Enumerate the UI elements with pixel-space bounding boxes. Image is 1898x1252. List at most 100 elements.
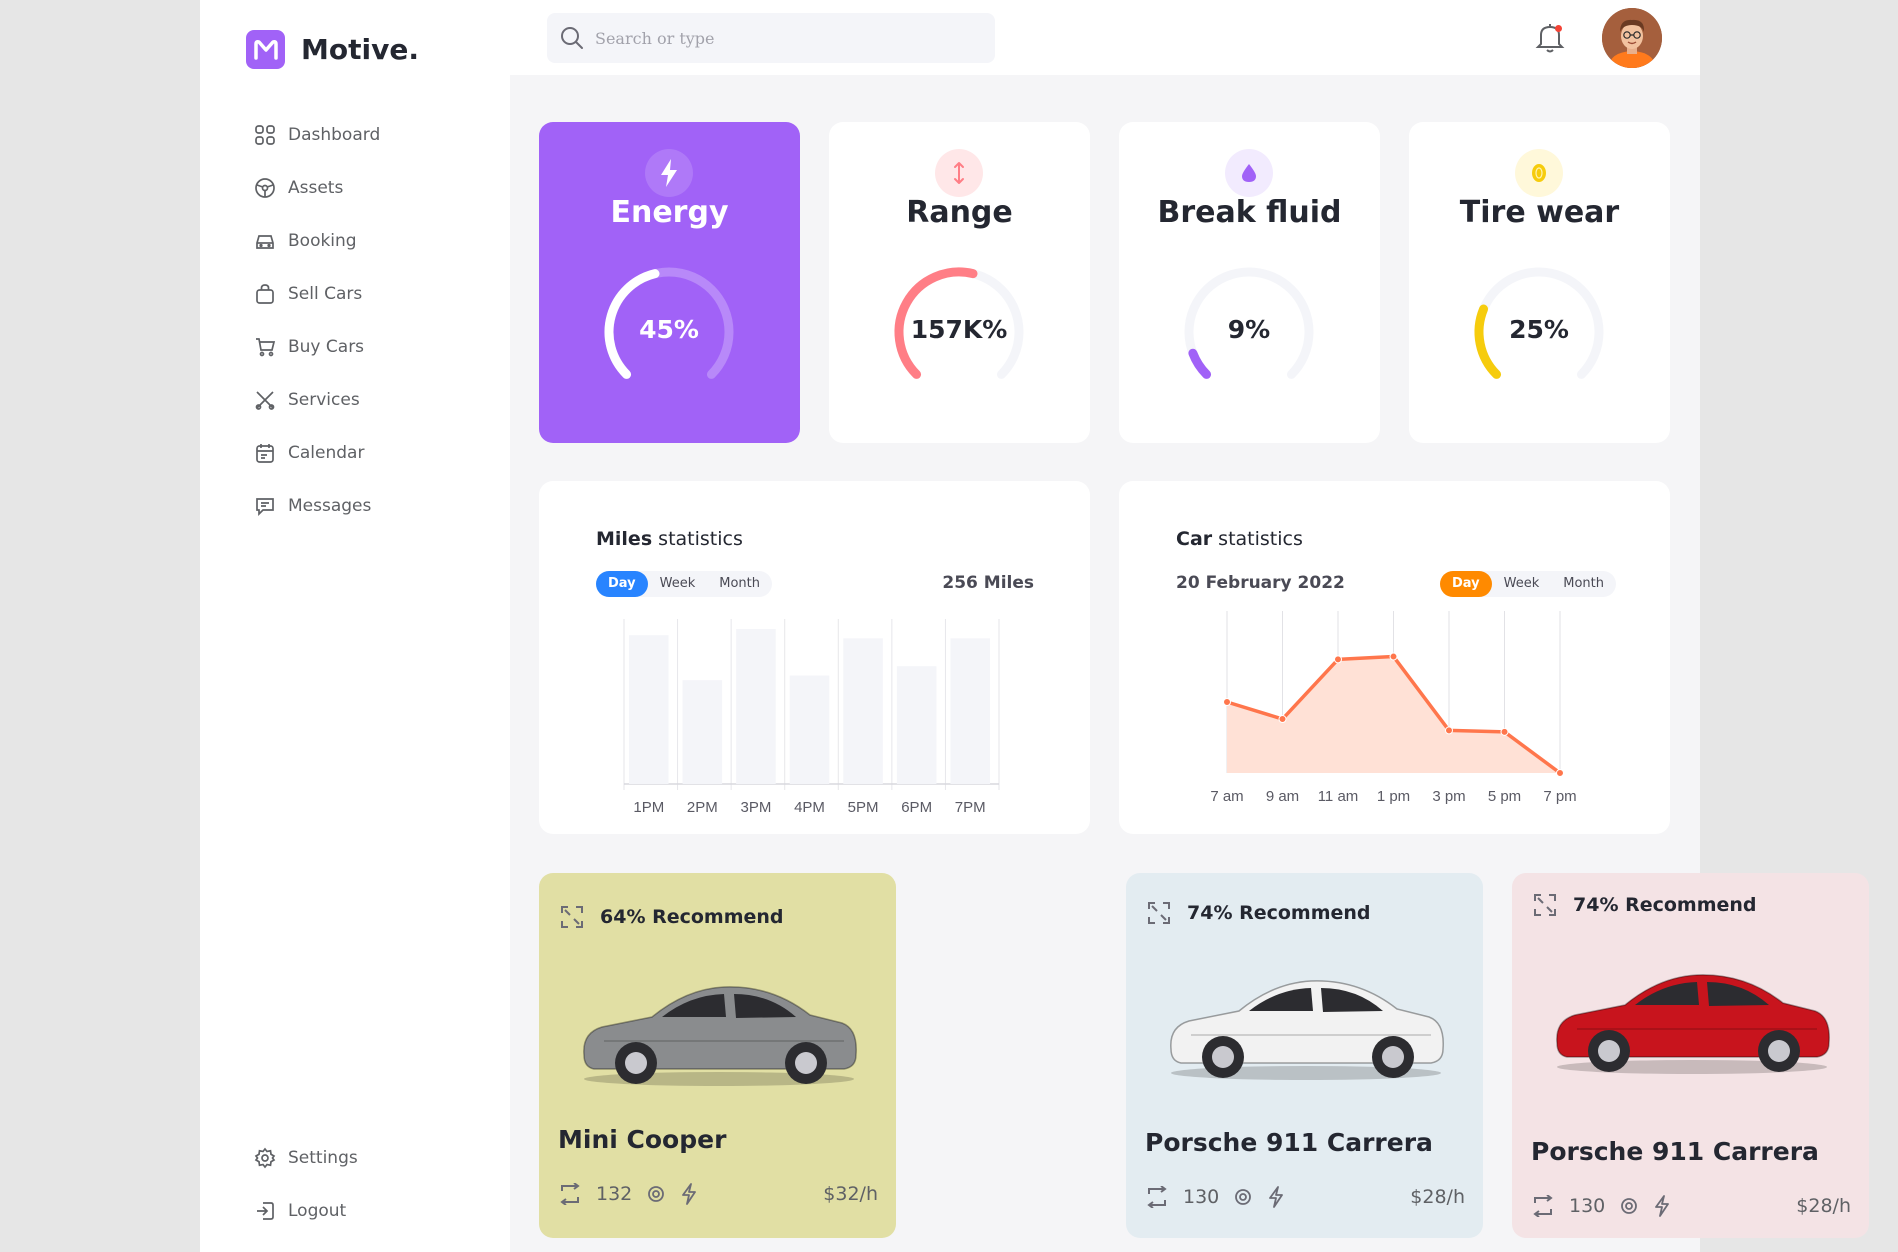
sidebar-item-label: Messages	[288, 495, 372, 516]
swap-icon	[560, 1183, 580, 1205]
stat-card-break-fluid[interactable]: Break fluid 9%	[1119, 122, 1380, 443]
gauge-fill	[894, 267, 978, 379]
stat-card-energy[interactable]: Energy 45%	[539, 122, 800, 443]
car-rim	[1212, 1046, 1234, 1068]
sidebar-item-calendar[interactable]: Calendar	[254, 426, 380, 479]
cart-icon	[256, 337, 276, 356]
car-rim	[1768, 1040, 1790, 1062]
sidebar-item-messages[interactable]: Messages	[254, 479, 380, 532]
drop-icon	[1225, 149, 1273, 197]
tab-day[interactable]: Day	[596, 571, 648, 597]
lightning-icon	[1269, 1186, 1284, 1208]
gear-icon	[254, 1147, 276, 1168]
sidebar-item-sell-cars[interactable]: Sell Cars	[254, 267, 380, 320]
panel-title-bold: Car	[1176, 528, 1213, 550]
data-point	[1278, 715, 1287, 724]
sidebar-item-label: Settings	[288, 1147, 358, 1168]
gauge-fill	[1188, 348, 1212, 379]
sidebar-item-logout[interactable]: Logout	[254, 1184, 358, 1237]
avatar[interactable]	[1602, 8, 1662, 68]
bag-icon	[256, 283, 274, 304]
gauge-value: 25%	[1509, 315, 1569, 344]
logout-icon	[257, 1201, 274, 1220]
gear-icon	[648, 1186, 665, 1202]
car-statistics-panel: Car statistics 20 February 2022 Day Week…	[1119, 481, 1670, 834]
data-point	[1223, 698, 1231, 706]
bell-icon	[1535, 24, 1565, 53]
range-gauge: 157K%	[889, 262, 1029, 402]
search-icon	[561, 27, 583, 49]
coin-icon	[1515, 149, 1563, 197]
x-tick-label: 3PM	[741, 799, 772, 816]
x-tick-label: 6PM	[901, 799, 932, 816]
tab-month[interactable]: Month	[1563, 576, 1605, 591]
car-icon	[256, 234, 274, 249]
car-card-porsche-911-carrera[interactable]: 74% Recommend Porsche 911 Carrera 130 $2…	[1126, 873, 1483, 1238]
gauge-track	[1184, 267, 1314, 379]
stat-title: Range	[906, 195, 1013, 230]
data-point	[1556, 769, 1564, 777]
sidebar-item-settings[interactable]: Settings	[254, 1131, 358, 1184]
x-tick-label: 7 pm	[1543, 788, 1576, 805]
sidebar-item-services[interactable]: Services	[254, 373, 380, 426]
miles-total: 256 Miles	[942, 573, 1034, 593]
car-area-chart: 7 am 9 am 11 am 1 pm 3 pm 5 pm 7 pm	[1210, 611, 1577, 805]
brand-name: Motive.	[301, 33, 419, 66]
tab-month[interactable]: Month	[719, 576, 761, 591]
car-body	[1170, 980, 1444, 1064]
sidebar-item-label: Buy Cars	[288, 336, 365, 357]
stat-card-range[interactable]: Range 157K%	[829, 122, 1090, 443]
grid-icon	[255, 124, 275, 145]
sidebar-bottom-nav: Settings Logout	[254, 1131, 358, 1237]
x-tick-label: 1 pm	[1377, 788, 1410, 805]
notifications-button[interactable]	[1535, 20, 1565, 54]
sidebar: Motive. Dashboard Assets Booking Sell Ca…	[200, 0, 510, 1252]
sidebar-item-label: Booking	[288, 230, 357, 251]
gear-icon	[1235, 1189, 1252, 1205]
bar	[736, 629, 776, 784]
data-point	[1334, 655, 1342, 664]
car-window	[734, 994, 796, 1018]
recycle-icon	[1148, 902, 1170, 924]
car-image	[1170, 980, 1444, 1080]
gauge-value: 9%	[1227, 315, 1271, 344]
tab-day[interactable]: Day	[1440, 571, 1492, 597]
sidebar-item-buy-cars[interactable]: Buy Cars	[254, 320, 380, 373]
stat-title: Tire wear	[1459, 195, 1620, 230]
recycle-icon	[1534, 894, 1556, 916]
car-price: $28/h	[1796, 1195, 1851, 1217]
car-card-porsche-911-carrera-2[interactable]: 74% Recommend Porsche 911 Carrera 130 $2…	[1512, 873, 1869, 1238]
sidebar-item-booking[interactable]: Booking	[254, 214, 380, 267]
sidebar-item-label: Logout	[288, 1200, 347, 1221]
miles-statistics-panel: Miles statistics Day Week Month 256 Mile…	[539, 481, 1090, 834]
car-price: $32/h	[823, 1183, 878, 1205]
search-bar[interactable]	[547, 13, 995, 63]
energy-gauge: 45%	[599, 262, 739, 402]
recommend-text: 74% Recommend	[1187, 902, 1371, 924]
x-tick-label: 9 am	[1266, 788, 1299, 805]
break-fluid-gauge: 9%	[1179, 262, 1319, 402]
arrows-vertical-icon	[935, 149, 983, 197]
car-rim	[625, 1052, 647, 1074]
stat-card-tire-wear[interactable]: Tire wear 25%	[1409, 122, 1670, 443]
bar	[629, 635, 669, 784]
tire-wear-gauge: 25%	[1469, 262, 1609, 402]
area-fill	[1227, 656, 1560, 773]
tools-icon	[255, 390, 275, 410]
x-tick-label: 7 am	[1210, 788, 1243, 805]
tab-week[interactable]: Week	[1503, 576, 1540, 591]
car-meta: 132 $32/h	[558, 1183, 878, 1205]
sidebar-item-assets[interactable]: Assets	[254, 161, 380, 214]
search-input[interactable]	[595, 28, 975, 48]
bar	[950, 638, 990, 784]
sidebar-item-label: Sell Cars	[288, 283, 363, 304]
car-card-mini-cooper[interactable]: 64% Recommend Mini Cooper 132 $32/h	[539, 873, 896, 1238]
sidebar-item-label: Dashboard	[288, 124, 381, 145]
brand-logo[interactable]: Motive.	[246, 30, 419, 69]
tab-week[interactable]: Week	[659, 576, 696, 591]
car-body	[583, 986, 857, 1070]
car-name: Porsche 911 Carrera	[1531, 1137, 1819, 1166]
gauge-value: 157K%	[910, 315, 1008, 344]
chat-icon	[256, 497, 274, 516]
sidebar-item-dashboard[interactable]: Dashboard	[254, 108, 380, 161]
